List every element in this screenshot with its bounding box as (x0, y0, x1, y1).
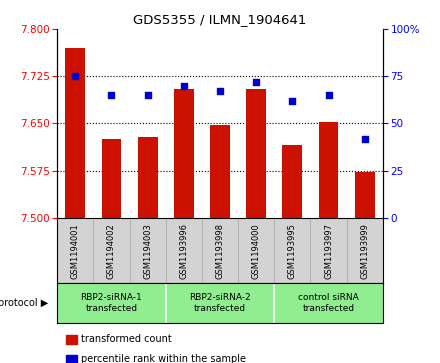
Point (253, 79, 260, 85)
Text: GSM1194002: GSM1194002 (107, 223, 116, 279)
Point (289, 98, 296, 104)
Bar (355, 172, 375, 218)
Text: GSM1194003: GSM1194003 (143, 223, 152, 279)
Text: transformed count: transformed count (81, 334, 172, 344)
Point (144, 92, 151, 98)
Text: control siRNA
transfected: control siRNA transfected (298, 293, 359, 313)
Point (325, 92, 332, 98)
Bar (319, 122, 338, 218)
Bar (282, 146, 302, 218)
Text: RBP2-siRNA-1
transfected: RBP2-siRNA-1 transfected (81, 293, 143, 313)
Bar (174, 89, 194, 218)
Point (361, 136, 368, 142)
Text: RBP2-siRNA-2
transfected: RBP2-siRNA-2 transfected (189, 293, 251, 313)
Point (180, 83, 187, 89)
Text: GSM1193996: GSM1193996 (180, 223, 188, 279)
Point (72, 73, 79, 79)
Bar (66, 48, 85, 218)
Point (108, 92, 115, 98)
Title: GDS5355 / ILMN_1904641: GDS5355 / ILMN_1904641 (133, 13, 307, 26)
Point (216, 89, 224, 94)
Text: GSM1193995: GSM1193995 (288, 223, 297, 279)
Bar (210, 125, 230, 218)
Text: GSM1193998: GSM1193998 (216, 223, 224, 279)
Text: percentile rank within the sample: percentile rank within the sample (81, 354, 246, 363)
Text: GSM1194000: GSM1194000 (252, 223, 260, 279)
Text: GSM1194001: GSM1194001 (71, 223, 80, 279)
Bar (102, 139, 121, 218)
Bar (138, 137, 158, 218)
Text: GSM1193997: GSM1193997 (324, 223, 333, 279)
Text: GSM1193999: GSM1193999 (360, 223, 369, 279)
Text: protocol ▶: protocol ▶ (0, 298, 48, 308)
Bar (246, 89, 266, 218)
